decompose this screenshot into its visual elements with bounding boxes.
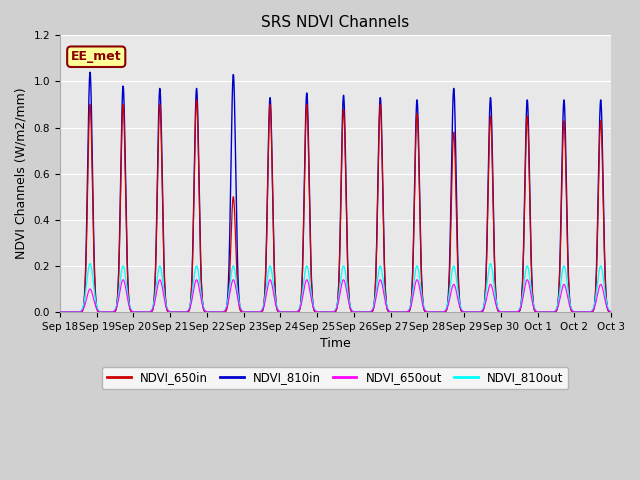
Legend: NDVI_650in, NDVI_810in, NDVI_650out, NDVI_810out: NDVI_650in, NDVI_810in, NDVI_650out, NDV… bbox=[102, 367, 568, 389]
X-axis label: Time: Time bbox=[320, 337, 351, 350]
Title: SRS NDVI Channels: SRS NDVI Channels bbox=[261, 15, 410, 30]
Y-axis label: NDVI Channels (W/m2/mm): NDVI Channels (W/m2/mm) bbox=[15, 88, 28, 260]
Text: EE_met: EE_met bbox=[71, 50, 122, 63]
